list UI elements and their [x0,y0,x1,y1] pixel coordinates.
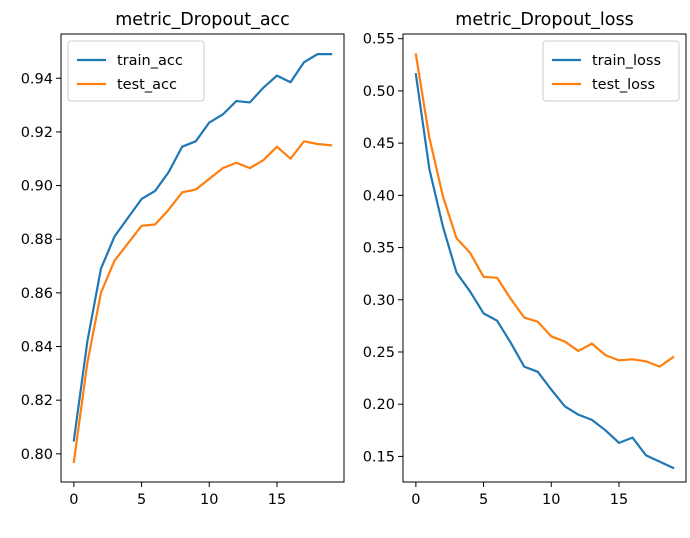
series-line-test_acc [72,140,333,464]
series-line-test_loss [414,53,675,368]
x-tick-label: 15 [268,492,286,508]
legend-box [542,40,680,102]
x-tick-label: 10 [200,492,218,508]
y-tick-label: 0.55 [363,32,395,48]
y-tick-label: 0.88 [21,232,53,248]
chart-loss: metric_Dropout_loss 0 5 10 15 0.15 0.20 0.25 0.… [363,10,687,508]
plot-lines [72,53,333,464]
y-tick-label: 0.25 [363,345,395,361]
x-tick-label: 0 [411,492,420,508]
legend-box [67,40,205,102]
axes-frame [60,33,345,483]
y-tick-label: 0.82 [21,393,53,409]
y-tick-label: 0.90 [21,179,53,195]
x-tick-label: 0 [69,492,78,508]
series-line-train_acc [72,53,333,442]
x-tick-label: 15 [610,492,628,508]
legend-label-test_acc: test_acc [117,77,177,93]
y-tick-label: 0.40 [363,188,395,204]
series-line-train_loss [414,72,675,470]
legend-label-train_loss: train_loss [592,53,661,69]
y-tick-label: 0.20 [363,397,395,413]
axes-frame [402,33,687,483]
plot-lines [414,53,675,470]
legend: train_loss test_loss [542,40,680,102]
y-tick-label: 0.92 [21,125,53,141]
y-tick-label: 0.50 [363,84,395,100]
y-tick-label: 0.35 [363,241,395,257]
chart-accuracy: metric_Dropout_acc 0 5 10 15 0.80 0.82 0.84 0.8… [21,10,345,508]
chart-title: metric_Dropout_acc [115,10,290,30]
legend-label-train_acc: train_acc [117,53,183,69]
y-tick-label: 0.94 [21,71,53,87]
y-tick-label: 0.84 [21,340,53,356]
y-tick-label: 0.45 [363,136,395,152]
legend: train_acc test_acc [67,40,205,102]
y-tick-label: 0.80 [21,447,53,463]
x-tick-label: 10 [542,492,560,508]
chart-title: metric_Dropout_loss [455,10,633,30]
y-tick-label: 0.30 [363,293,395,309]
legend-label-test_loss: test_loss [592,77,655,93]
x-tick-label: 5 [479,492,488,508]
y-tick-label: 0.15 [363,449,395,465]
y-tick-label: 0.86 [21,286,53,302]
x-tick-label: 5 [137,492,146,508]
